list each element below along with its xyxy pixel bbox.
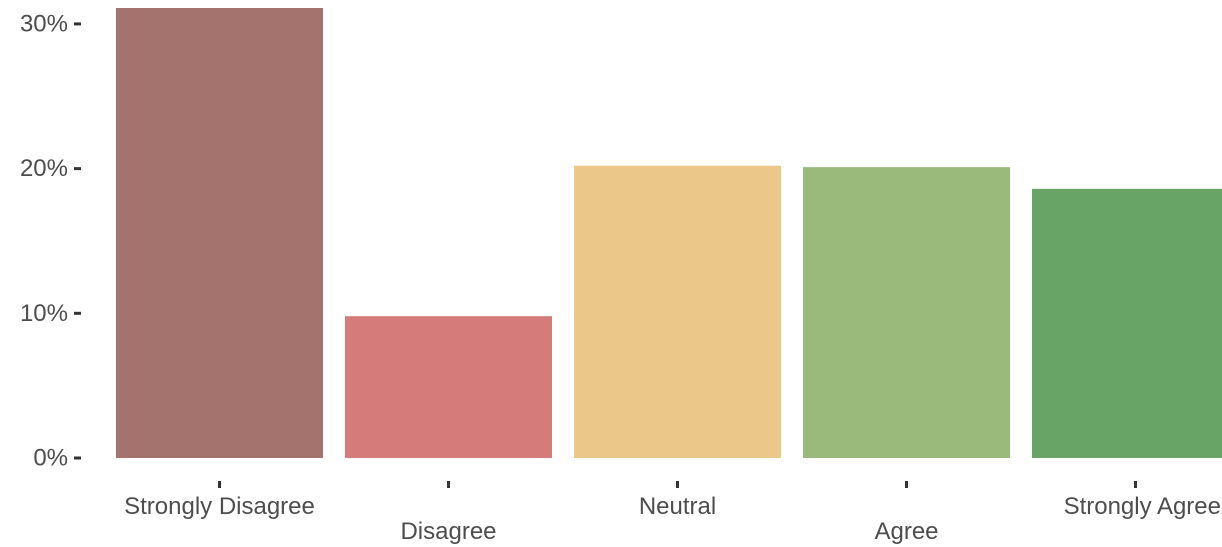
y-tick-label: 10% — [20, 300, 68, 327]
bars-layer — [116, 8, 1222, 458]
y-axis: 0% 10% 20% 30% — [20, 10, 81, 472]
bar-strongly-disagree — [116, 8, 323, 458]
x-tick-label: Strongly Disagree — [124, 493, 315, 520]
bar-disagree — [345, 316, 552, 458]
y-tick-label: 0% — [33, 445, 68, 472]
x-axis: Strongly Disagree Disagree Neutral Agree Str… — [124, 481, 1221, 545]
bar-neutral — [574, 165, 781, 458]
x-tick-label: Neutral — [639, 493, 716, 520]
x-tick-label: Agree — [874, 518, 938, 545]
y-tick-label: 20% — [20, 155, 68, 182]
x-tick-label: Disagree — [400, 518, 496, 545]
bar-agree — [803, 167, 1010, 458]
y-tick-label: 30% — [20, 10, 68, 37]
bar-strongly-agree — [1032, 188, 1222, 458]
x-tick-label: Strongly Agree — [1064, 493, 1221, 520]
